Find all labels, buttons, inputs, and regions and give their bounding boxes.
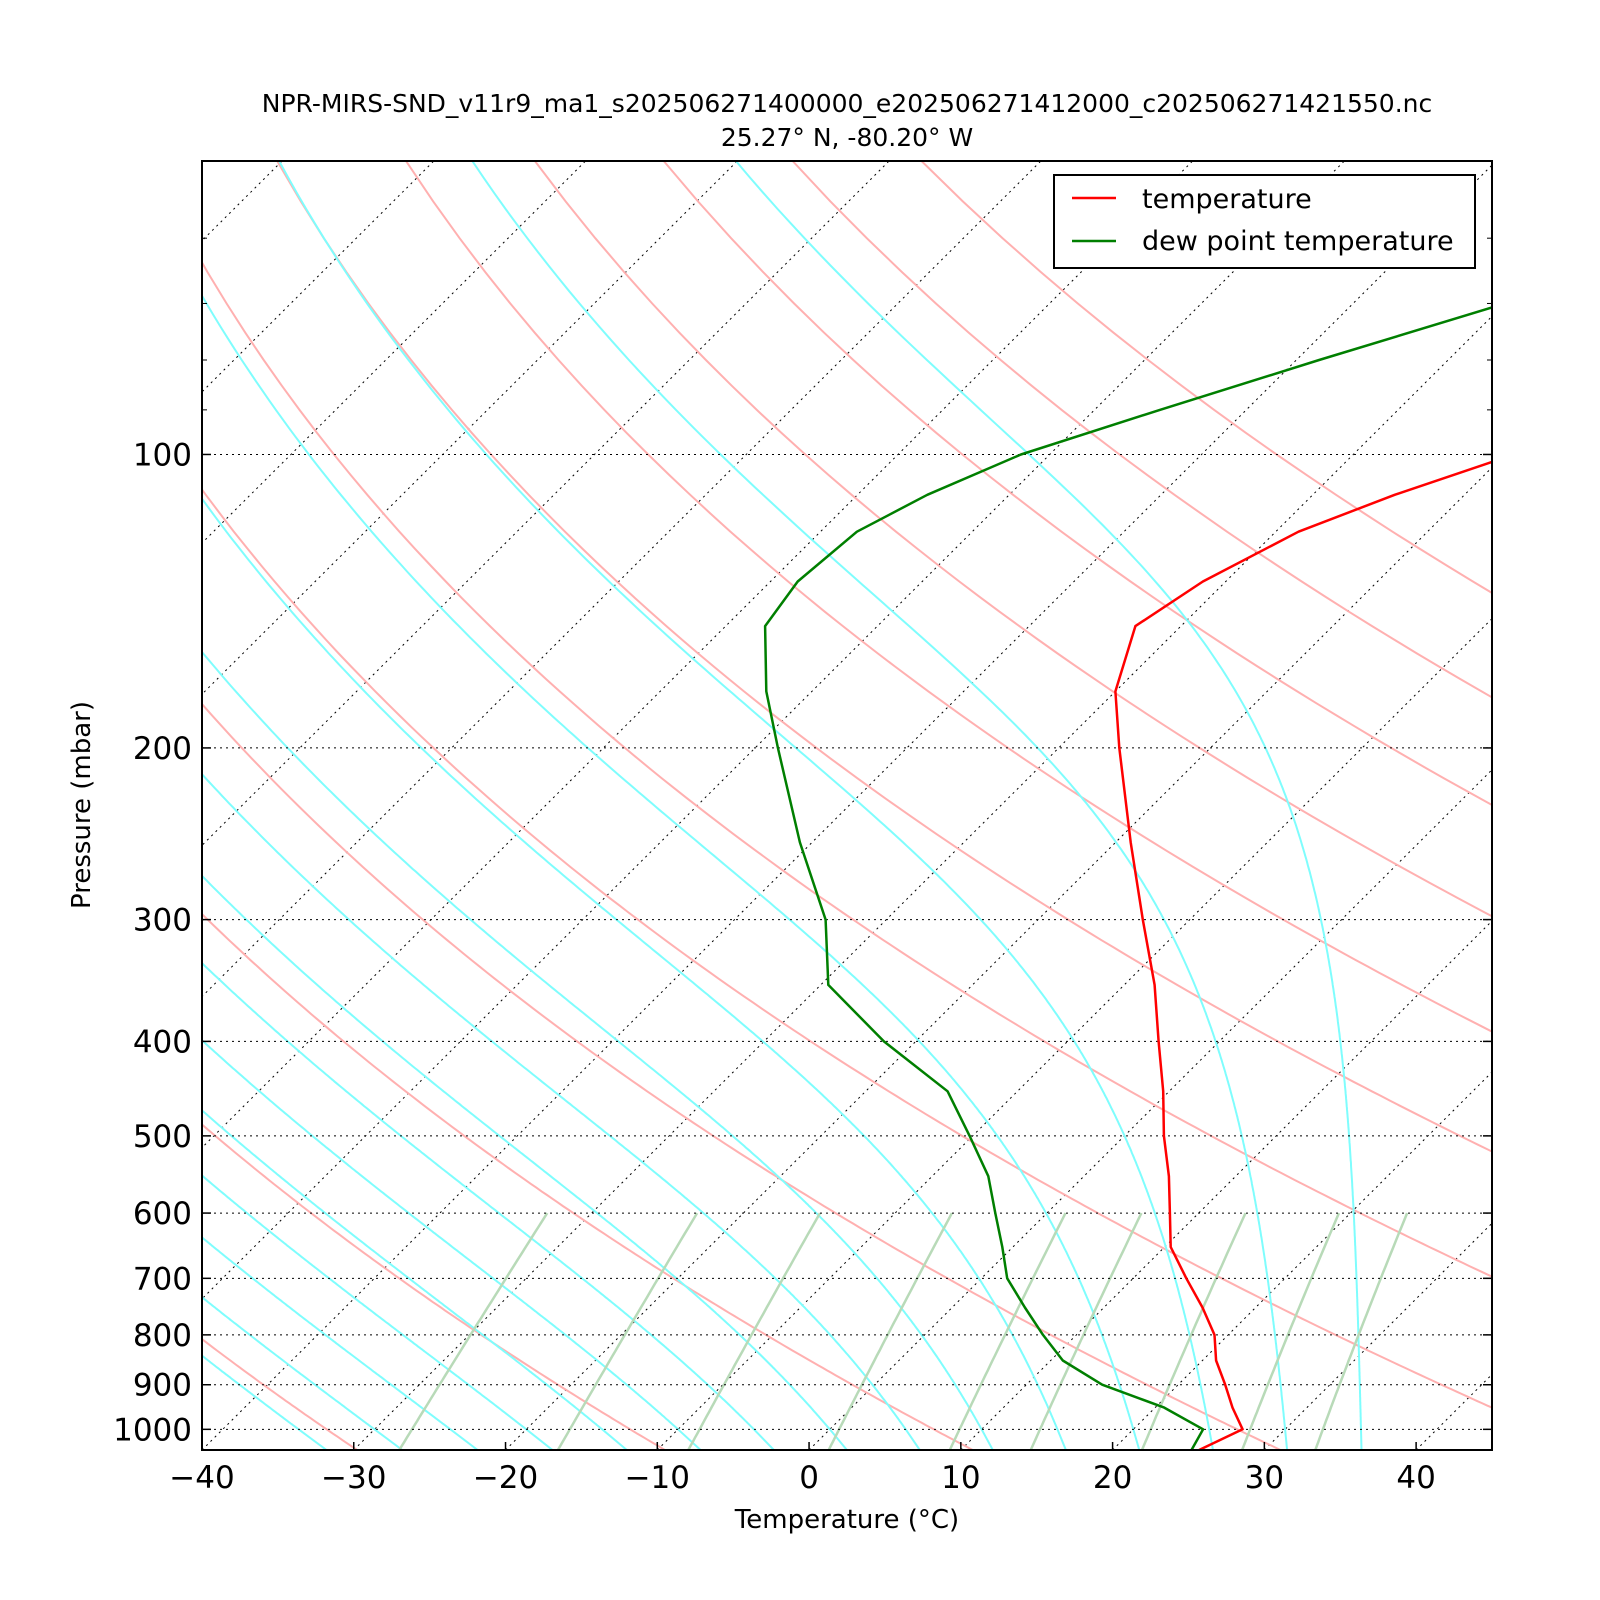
- y-axis-label: Pressure (mbar): [67, 701, 97, 909]
- y-tick-label: 100: [133, 437, 192, 473]
- moist-adiabat-line: [202, 1295, 403, 1450]
- moist-adiabat-line: [202, 650, 994, 1450]
- chart-title: NPR-MIRS-SND_v11r9_ma1_s202506271400000_…: [262, 89, 1433, 118]
- mixing-ratio-line: [1314, 1212, 1409, 1450]
- mixing-ratio-line: [398, 1212, 549, 1450]
- moist-adiabat-line: [202, 1236, 479, 1450]
- mixing-ratio-line: [556, 1212, 699, 1450]
- y-tick-label: 500: [133, 1119, 192, 1155]
- moist-adiabat-line: [202, 1038, 702, 1450]
- dewpoint-line: [763, 306, 1492, 1450]
- moist-adiabat-line: [202, 772, 921, 1450]
- mixing-ratio-line: [1140, 1212, 1247, 1450]
- x-tick-label: 20: [1093, 1460, 1132, 1496]
- y-tick-label: 800: [133, 1318, 192, 1354]
- isotherm-line: [1264, 1222, 1492, 1450]
- x-tick-labels: −40 −30 −20 −10 0 10 20 30 40: [169, 1460, 1436, 1496]
- moist-adiabat-line: [278, 161, 1214, 1450]
- legend: temperature dew point temperature: [1053, 174, 1476, 269]
- y-tick-label: 900: [133, 1368, 192, 1404]
- moist-adiabat-line: [202, 497, 1067, 1450]
- dry-adiabat-line: [202, 702, 1281, 1450]
- isotherm-grid: [0, 161, 1600, 1450]
- isotherm-line: [960, 920, 1492, 1450]
- y-tick-label: 600: [133, 1196, 192, 1232]
- x-tick-label: 30: [1245, 1460, 1284, 1496]
- moist-adiabat-line: [202, 1174, 554, 1450]
- plot-area: [0, 161, 1600, 1450]
- isotherm-line: [1415, 1373, 1492, 1450]
- moist-adiabat-line: [202, 874, 848, 1450]
- dry-adiabat-line: [791, 161, 1492, 699]
- x-tick-label: 0: [799, 1460, 819, 1496]
- isotherm-line: [202, 161, 283, 242]
- mixing-ratio-lines: [398, 1212, 1409, 1450]
- isotherm-line: [0, 161, 130, 1450]
- dry-adiabat-line: [534, 161, 1492, 918]
- mixing-ratio-line: [827, 1212, 954, 1450]
- y-tick-label: 200: [133, 731, 192, 767]
- moist-adiabat-line: [471, 161, 1289, 1450]
- dry-adiabat-line: [202, 487, 1492, 1409]
- dry-adiabat-line: [405, 161, 1492, 1033]
- y-tick-label: 1000: [113, 1412, 192, 1448]
- dry-adiabat-line: [276, 161, 1492, 1153]
- y-tick-label: 700: [133, 1261, 192, 1297]
- moist-adiabat-line: [202, 1354, 328, 1450]
- y-tick-label: 400: [133, 1024, 192, 1060]
- legend-temperature-label: temperature: [1142, 184, 1312, 215]
- y-tick-labels: 100 200 300 400 500 600 700 800 900 1000: [113, 437, 192, 1448]
- dry-adiabats: [202, 161, 1492, 1450]
- x-tick-label: −40: [169, 1460, 234, 1496]
- moist-adiabats: [202, 161, 1363, 1450]
- mixing-ratio-line: [1029, 1212, 1143, 1450]
- isotherm-line: [202, 161, 1042, 998]
- chart-subtitle: 25.27° N, -80.20° W: [721, 123, 973, 152]
- moist-adiabat-line: [202, 961, 775, 1450]
- axis-ticks: [201, 237, 1492, 1450]
- isobar-grid: [202, 453, 1492, 1430]
- x-tick-label: 10: [941, 1460, 980, 1496]
- isotherm-line: [202, 161, 1193, 1149]
- dry-adiabat-line: [202, 1337, 358, 1450]
- dry-adiabat-line: [920, 161, 1492, 595]
- moist-adiabat-line: [735, 161, 1363, 1450]
- dry-adiabat-line: [662, 161, 1492, 807]
- mixing-ratio-line: [948, 1212, 1067, 1450]
- dry-adiabat-line: [202, 1123, 666, 1450]
- moist-adiabat-line: [202, 1109, 628, 1450]
- temperature-line: [1114, 460, 1492, 1450]
- x-tick-label: −10: [625, 1460, 690, 1496]
- x-axis-label: Temperature (°C): [734, 1505, 959, 1535]
- isotherm-line: [1568, 161, 1600, 1450]
- isotherm-line: [202, 161, 890, 847]
- x-tick-label: −30: [321, 1460, 386, 1496]
- mixing-ratio-line: [687, 1212, 822, 1450]
- isotherm-line: [202, 164, 1492, 1450]
- legend-box: [1053, 174, 1476, 269]
- isotherm-line: [505, 466, 1492, 1450]
- isotherm-line: [808, 769, 1492, 1450]
- dry-adiabat-line: [202, 260, 1492, 1278]
- x-tick-label: −20: [473, 1460, 538, 1496]
- mixing-ratio-line: [1240, 1212, 1341, 1450]
- moist-adiabat-line: [202, 293, 1141, 1450]
- plot-frame: [201, 160, 1493, 1451]
- data-series: [763, 306, 1492, 1450]
- legend-dewpoint-label: dew point temperature: [1142, 226, 1454, 257]
- x-tick-label: 40: [1396, 1460, 1435, 1496]
- isotherm-line: [656, 617, 1492, 1450]
- isotherm-line: [353, 315, 1492, 1450]
- y-tick-label: 300: [133, 903, 192, 939]
- dry-adiabat-line: [202, 912, 974, 1450]
